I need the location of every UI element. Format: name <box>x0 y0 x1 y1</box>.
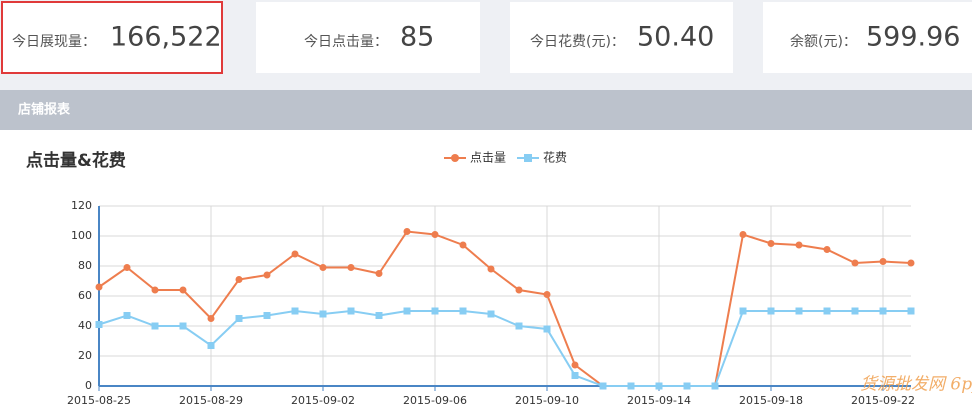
point <box>235 315 243 322</box>
y-tick-label: 0 <box>85 379 92 392</box>
point <box>851 259 859 267</box>
x-tick-label: 2015-09-06 <box>403 394 467 407</box>
y-tick-label: 20 <box>78 349 92 362</box>
x-tick-label: 2015-09-14 <box>627 394 691 407</box>
legend-marker <box>524 154 532 162</box>
point <box>403 307 411 315</box>
point <box>123 264 131 271</box>
point <box>767 307 775 315</box>
point <box>515 286 523 294</box>
stat-card <box>510 2 733 73</box>
point <box>207 342 215 349</box>
point <box>739 231 747 238</box>
stat-label: 今日展现量： <box>12 34 96 50</box>
point <box>179 322 187 330</box>
point <box>543 291 551 298</box>
point <box>571 361 579 369</box>
y-tick-label: 60 <box>78 289 92 302</box>
point <box>235 276 243 283</box>
point <box>823 246 831 253</box>
panel-title: 店铺报表 <box>18 102 71 118</box>
point <box>291 307 299 315</box>
point <box>375 312 383 319</box>
chart-title: 点击量&花费 <box>26 150 126 171</box>
stat-value: 50.40 <box>637 22 714 53</box>
stat-value: 85 <box>400 22 434 53</box>
x-tick-label: 2015-09-10 <box>515 394 579 407</box>
x-tick-label: 2015-09-22 <box>851 394 915 407</box>
x-tick-label: 2015-09-02 <box>291 394 355 407</box>
point <box>823 307 831 315</box>
point <box>711 382 719 390</box>
x-tick-label: 2015-08-25 <box>67 394 131 407</box>
y-tick-label: 40 <box>78 319 92 332</box>
point <box>319 264 327 271</box>
point <box>123 312 131 319</box>
legend-label: 点击量 <box>470 151 506 165</box>
point <box>95 283 103 291</box>
stat-card <box>763 2 972 73</box>
point <box>207 315 215 322</box>
point <box>375 270 383 277</box>
point <box>599 382 607 390</box>
point <box>627 382 635 390</box>
point <box>907 307 915 315</box>
point <box>459 307 467 315</box>
stat-label: 今日花费(元)： <box>530 34 625 50</box>
point <box>879 258 887 265</box>
point <box>683 382 691 390</box>
point <box>571 372 579 379</box>
point <box>179 286 187 294</box>
x-tick-label: 2015-09-18 <box>739 394 803 407</box>
stat-label: 余额(元)： <box>790 33 857 50</box>
panel <box>0 90 972 418</box>
stat-card <box>256 2 480 73</box>
point <box>431 307 439 315</box>
y-tick-label: 100 <box>71 229 92 242</box>
point <box>403 228 411 235</box>
watermark: 货源批发网 6pf.cn <box>860 375 972 395</box>
point <box>319 310 327 318</box>
panel-header <box>0 90 972 130</box>
point <box>795 307 803 315</box>
point <box>487 310 495 318</box>
point <box>95 321 103 328</box>
legend-label: 花费 <box>543 150 567 165</box>
point <box>879 307 887 315</box>
point <box>515 322 523 330</box>
point <box>151 322 159 330</box>
legend-marker <box>451 154 459 162</box>
point <box>347 264 355 271</box>
x-tick-label: 2015-08-29 <box>179 394 243 407</box>
point <box>151 286 159 294</box>
y-tick-label: 120 <box>71 199 92 212</box>
point <box>767 240 775 247</box>
series-line <box>98 230 912 387</box>
point <box>851 307 859 315</box>
point <box>795 241 803 249</box>
point <box>543 325 551 333</box>
point <box>347 307 355 315</box>
stat-card <box>1 1 223 74</box>
series-line <box>98 309 911 387</box>
point <box>907 259 915 267</box>
stat-value: 166,522 <box>110 22 222 53</box>
point <box>263 271 271 279</box>
y-tick-label: 80 <box>78 259 92 272</box>
point <box>655 382 663 390</box>
stat-value: 599.96 <box>866 22 960 53</box>
point <box>291 250 299 258</box>
point <box>487 265 495 273</box>
point <box>459 241 467 249</box>
point <box>431 231 439 238</box>
point <box>739 307 747 315</box>
stat-label: 今日点击量： <box>304 34 388 50</box>
point <box>263 312 271 319</box>
